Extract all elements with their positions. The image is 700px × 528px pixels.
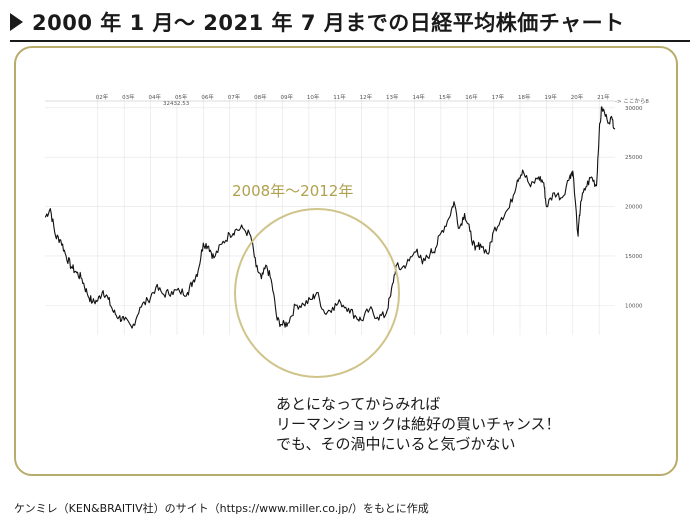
- x-tick-label: 16年: [465, 93, 478, 101]
- x-tick-label: 09年: [281, 93, 294, 101]
- highlight-circle: [234, 208, 400, 378]
- y-tick-label: 20000: [625, 205, 643, 211]
- x-tick-label: 07年: [228, 93, 241, 101]
- x-tick-label: 10年: [307, 93, 320, 101]
- x-tick-label: 20年: [571, 93, 584, 101]
- x-tick-label: 12年: [360, 93, 373, 101]
- x-tick-label: 21年: [597, 93, 610, 101]
- x-tick-label: 19年: [544, 93, 557, 101]
- x-tick-label: 06年: [201, 93, 214, 101]
- corner-label: -> ここから8: [615, 98, 649, 105]
- nikkei-series-line: [45, 106, 616, 329]
- source-credit: ケンミレ（KEN&BRAITIV社）のサイト（https://www.mille…: [14, 502, 429, 515]
- annotation-line: でも、その渦中にいると気づかない: [276, 435, 516, 453]
- title-text: 2000 年 1 月〜 2021 年 7 月までの日経平均株価チャート: [32, 11, 625, 35]
- y-tick-label: 30000: [625, 106, 643, 112]
- x-tick-label: 18年: [518, 93, 531, 101]
- chart-frame: [14, 46, 678, 476]
- x-tick-label: 11年: [333, 93, 346, 101]
- title-underline: [10, 40, 690, 42]
- annotation-note: あとになってからみれば リーマンショックは絶好の買いチャンス！ でも、その渦中に…: [276, 394, 561, 454]
- x-tick-label: 04年: [149, 93, 162, 101]
- y-tick-label: 15000: [625, 254, 643, 260]
- y-tick-label: 25000: [625, 155, 643, 161]
- x-tick-label: 05年: [175, 93, 188, 101]
- x-tick-label: 03年: [122, 93, 135, 101]
- y-tick-labels: 30000 25000 20000 15000 10000: [625, 106, 643, 310]
- annotation-line: リーマンショックは絶好の買いチャンス！: [276, 415, 561, 433]
- annotation-line: あとになってからみれば: [276, 395, 441, 413]
- stock-chart: 02年 03年 04年 05年 06年 07年 08年 09年 10年 11年 12年 13年 14年 1…: [45, 93, 649, 335]
- x-tick-label: 13年: [386, 93, 399, 101]
- highlight-label: 2008年〜2012年: [232, 182, 354, 200]
- price-readout: 32432.53: [163, 101, 190, 107]
- x-tick-label: 02年: [96, 93, 109, 101]
- x-tick-label: 17年: [492, 93, 505, 101]
- triangle-bullet-icon: [10, 13, 23, 31]
- x-tick-label: 08年: [254, 93, 267, 101]
- page-title: 2000 年 1 月〜 2021 年 7 月までの日経平均株価チャート: [10, 6, 625, 38]
- x-tick-labels: 02年 03年 04年 05年 06年 07年 08年 09年 10年 11年 12年 13年 14年 1…: [96, 93, 610, 101]
- chart-grid: [45, 93, 615, 335]
- x-tick-label: 15年: [439, 93, 452, 101]
- x-tick-label: 14年: [412, 93, 425, 101]
- y-tick-label: 10000: [625, 303, 643, 309]
